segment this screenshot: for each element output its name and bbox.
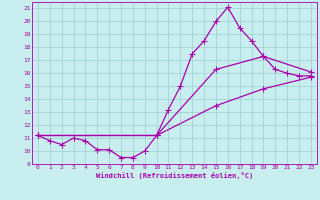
X-axis label: Windchill (Refroidissement éolien,°C): Windchill (Refroidissement éolien,°C) bbox=[96, 172, 253, 179]
